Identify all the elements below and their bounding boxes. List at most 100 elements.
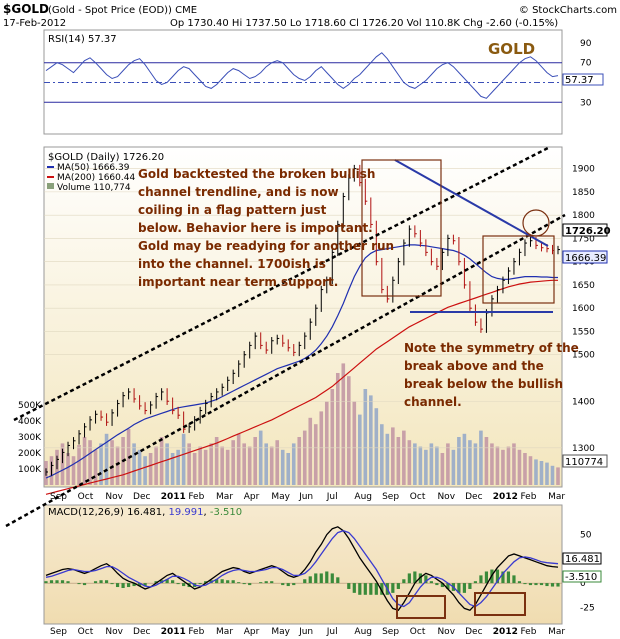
macd-hist-bar xyxy=(484,571,489,584)
volume-bar xyxy=(490,443,494,485)
x-tick-label: Aug xyxy=(354,492,372,502)
ma50-series-line xyxy=(45,244,558,479)
volume-tick-label: 500K xyxy=(18,401,42,411)
x-tick-label: Dec xyxy=(465,492,482,502)
macd-hist-bar xyxy=(60,580,65,584)
price-tick-label: 1300 xyxy=(572,444,595,454)
macd-hist-bar xyxy=(154,581,158,584)
volume-bar xyxy=(220,446,224,485)
volume-bar xyxy=(88,440,92,485)
volume-bar xyxy=(247,446,252,485)
volume-tick-label: 100K xyxy=(18,465,42,475)
macd-box-left xyxy=(396,595,446,619)
volume-bar xyxy=(258,430,263,485)
macd-hist-bar xyxy=(550,583,555,587)
x-tick-label: Jun xyxy=(298,627,313,637)
price-layer xyxy=(44,164,562,495)
volume-bar xyxy=(187,443,191,485)
volume-bar xyxy=(286,453,291,485)
macd-hist-bar xyxy=(369,583,373,595)
volume-bar xyxy=(159,437,164,485)
macd-tick-label: -25 xyxy=(580,603,595,613)
macd-label: MACD(12,26,9) 16.481, 19.991, -3.510 xyxy=(48,507,242,518)
x-tick-label: Jun xyxy=(298,492,313,502)
volume-bar xyxy=(550,465,555,485)
macd-hist-bar xyxy=(182,583,186,587)
annotation-main: Gold backtested the broken bullish channe… xyxy=(138,167,394,289)
volume-bar xyxy=(556,467,560,485)
macd-hist-bar xyxy=(539,583,544,586)
macd-hist-bar xyxy=(402,579,406,584)
macd-hist-bar xyxy=(424,575,428,584)
macd-hist-bar xyxy=(418,573,422,584)
annotation-line: channel. xyxy=(404,395,462,409)
volume-bar xyxy=(236,433,241,485)
symbol-name: (Gold - Spot Price (EOD)) CME xyxy=(48,5,197,16)
rsi-last-value: 57.37 xyxy=(565,75,594,86)
volume-bar xyxy=(82,437,87,485)
macd-hist-bar xyxy=(204,581,208,584)
volume-bar xyxy=(313,424,318,485)
volume-bar xyxy=(203,449,208,485)
credit-text: © StockCharts.com xyxy=(519,5,617,16)
macd-hist-bar xyxy=(264,581,268,584)
volume-bar xyxy=(506,446,511,485)
triangle-top-line xyxy=(394,159,549,247)
macd-hist-bar xyxy=(99,580,103,584)
macd-hist-bar xyxy=(248,583,252,586)
volume-tick-label: 300K xyxy=(18,433,42,443)
volume-axis: 100K 200K 300K 400K 500K xyxy=(18,401,42,475)
volume-bar xyxy=(137,449,142,485)
x-tick-label: Sep xyxy=(382,492,399,502)
symbol-title: $GOLD xyxy=(3,2,49,16)
x-tick-label: Jul xyxy=(326,627,338,637)
volume-bar xyxy=(297,437,302,485)
volume-bar xyxy=(143,456,147,485)
volume-bar xyxy=(269,446,274,485)
x-tick-label: 2012 xyxy=(493,627,518,637)
volume-bar xyxy=(110,440,114,485)
macd-hist-bar xyxy=(143,583,147,587)
macd-hist-bar xyxy=(534,583,538,586)
macd-hist-bar xyxy=(336,577,340,584)
macd-hist-bar xyxy=(462,583,467,593)
volume-bar xyxy=(291,443,296,485)
annotation-line: coiling in a flag pattern just xyxy=(138,203,327,217)
x-tick-label: Mar xyxy=(548,492,565,502)
price-tick-label: 1800 xyxy=(572,211,595,221)
volume-legend-swatch xyxy=(47,183,54,189)
macd-hist-bar xyxy=(82,583,87,586)
price-tick-label: 1850 xyxy=(572,188,595,198)
macd-hist-bar xyxy=(495,569,500,584)
volume-bar xyxy=(468,440,472,485)
volume-bar xyxy=(407,440,412,485)
rsi-panel xyxy=(43,29,563,135)
volume-bar xyxy=(352,401,357,485)
macd-hist-bar xyxy=(77,583,81,585)
x-tick-label: Aug xyxy=(354,627,372,637)
x-tick-label: Feb xyxy=(188,627,204,637)
volume-bar xyxy=(479,430,483,485)
macd-hist-bar xyxy=(413,571,417,584)
macd-hist-bar xyxy=(473,581,478,584)
macd-hist-bar xyxy=(165,579,169,584)
x-tick-label: 2011 xyxy=(161,492,186,502)
volume-bar xyxy=(275,440,280,485)
volume-bar xyxy=(231,440,235,485)
channel-lower-line xyxy=(5,213,566,528)
macd-last-value: 16.481 xyxy=(565,554,600,565)
x-tick-label: Jul xyxy=(326,492,338,502)
macd-hist-bar xyxy=(121,583,125,588)
signal-series-line xyxy=(45,530,559,608)
volume-bar xyxy=(319,411,324,485)
x-tick-label: Apr xyxy=(244,492,260,502)
volume-bar xyxy=(60,443,65,485)
last-price-tag xyxy=(562,223,608,237)
volume-bar xyxy=(418,446,423,485)
x-axis-macd: Sep Oct Nov Dec 2011 Feb Mar Apr May Jun Jul Aug Sep… xyxy=(50,627,565,637)
annotation-line: Note the symmetry of the xyxy=(404,341,579,355)
rsi-tick-label: 70 xyxy=(580,59,592,69)
macd-hist-bar xyxy=(429,581,433,584)
macd-hist-bar xyxy=(303,579,307,584)
macd-hist-bar xyxy=(374,583,378,595)
